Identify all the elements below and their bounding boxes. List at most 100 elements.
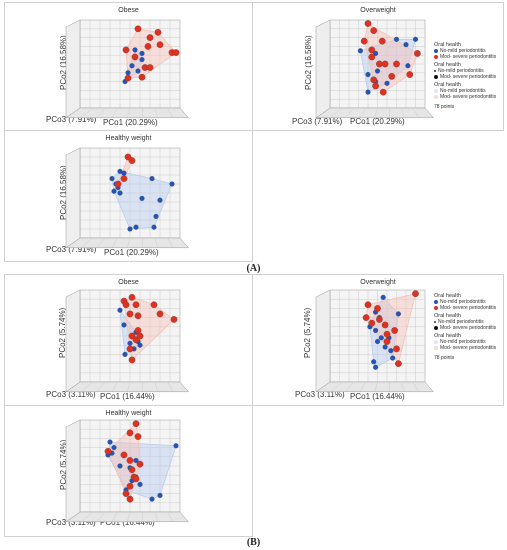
panel-title: Healthy weight [105, 135, 152, 142]
data-point-mod-severe [144, 43, 152, 50]
data-point-mod-severe [376, 60, 383, 68]
legend-label: No-mild periodontitis [440, 299, 486, 305]
side-wall [65, 419, 81, 523]
chart-4 [315, 289, 434, 393]
legend-title: Oral health [434, 82, 461, 88]
data-point-no-mild [133, 457, 139, 464]
data-point-mod-severe [374, 305, 381, 312]
data-point-no-mild [109, 176, 115, 182]
legend-item-no-mild: No-mild periodontitis [434, 68, 496, 74]
data-point-mod-severe [128, 157, 136, 164]
data-point-mod-severe [362, 314, 370, 321]
legend-label: No-mild periodontitis [440, 48, 486, 54]
data-point-mod-severe [122, 46, 130, 54]
data-point-no-mild [127, 340, 133, 346]
legend-a: Oral health No-mild periodontitis Mod- s… [434, 40, 496, 110]
data-point-mod-severe [104, 447, 112, 455]
data-point-mod-severe [114, 180, 122, 188]
data-point-mod-severe [370, 27, 378, 34]
data-point-mod-severe [393, 60, 400, 68]
gridline [330, 107, 343, 118]
chart-1 [315, 19, 434, 119]
legend-item-no-mild: No-mild periodontitis [434, 319, 496, 325]
data-point-no-mild [365, 72, 371, 78]
gridline [167, 237, 174, 248]
legend-swatch [434, 346, 438, 350]
panel-title: Overweight [360, 279, 396, 286]
legend-item-mod-severe: Mod- severe periodontitis [434, 54, 496, 60]
gridline [96, 511, 106, 522]
legend-swatch [434, 89, 438, 93]
points-count: 78 points [434, 104, 455, 110]
data-point-mod-severe [138, 73, 146, 81]
side-wall [65, 289, 81, 393]
data-point-mod-severe [395, 360, 402, 367]
data-point-mod-severe [378, 37, 386, 45]
data-point-no-mild [169, 181, 175, 187]
legend-item-mod-severe: Mod- severe periodontitis [434, 94, 496, 100]
hull-no-mild [119, 308, 141, 356]
legend-title: Oral health [434, 62, 461, 68]
data-point-no-mild [111, 188, 117, 194]
data-point-mod-severe [126, 457, 134, 464]
data-point-mod-severe [368, 46, 376, 54]
data-point-mod-severe [379, 88, 387, 96]
legend-item-mod-severe: Mod- severe periodontitis [434, 345, 496, 351]
z-axis-label: PCo3 (3.11%) [46, 518, 96, 527]
panel-title: Overweight [360, 7, 396, 14]
gridline [167, 511, 174, 522]
data-point-mod-severe [120, 175, 128, 182]
legend-item-no-mild: No-mild periodontitis [434, 88, 496, 94]
data-point-mod-severe [406, 71, 414, 78]
data-point-no-mild [378, 335, 384, 341]
gridline [81, 511, 93, 522]
gridline [167, 381, 174, 392]
data-point-no-mild [117, 463, 123, 469]
legend-b: Oral health No-mild periodontitis Mod- s… [434, 291, 496, 361]
legend-title: Oral health [434, 333, 461, 339]
data-point-no-mild [395, 311, 401, 317]
gridline [412, 381, 419, 392]
data-point-mod-severe [376, 316, 383, 323]
z-axis-label: PCo3 (3.11%) [46, 390, 96, 399]
data-point-mod-severe [124, 74, 132, 82]
legend-swatch [434, 70, 436, 72]
panel-title: Healthy weight [105, 410, 152, 417]
gridline [401, 107, 405, 118]
legend-label: Mod- severe periodontitis [440, 94, 497, 100]
data-point-mod-severe [128, 356, 136, 364]
data-point-no-mild [374, 68, 381, 74]
gridline [111, 381, 118, 392]
panel-title: Obese [118, 7, 139, 14]
gridline [359, 107, 366, 118]
data-point-no-mild [382, 344, 388, 350]
gridline [330, 381, 343, 392]
gridline [167, 107, 174, 118]
data-point-no-mild [133, 224, 139, 230]
data-point-no-mild [139, 57, 145, 63]
gridline [81, 237, 93, 248]
data-point-mod-severe [388, 72, 396, 80]
data-point-mod-severe [134, 433, 142, 440]
data-point-no-mild [393, 36, 400, 42]
gridline [154, 381, 158, 392]
data-point-mod-severe [156, 310, 164, 318]
legend-title: Oral health [434, 313, 461, 319]
gridline [127, 107, 131, 118]
data-point-mod-severe [132, 420, 140, 428]
legend-swatch [434, 75, 438, 79]
data-point-mod-severe [120, 451, 128, 459]
data-point-no-mild [412, 36, 419, 42]
data-point-no-mild [357, 48, 363, 54]
legend-label: Mod- severe periodontitis [440, 325, 497, 331]
legend-label: No-mild periodontitis [440, 339, 486, 345]
data-point-mod-severe [368, 53, 376, 61]
data-point-no-mild [151, 224, 157, 230]
legend-swatch [434, 326, 438, 330]
data-point-mod-severe [383, 338, 391, 345]
gridline [81, 381, 93, 392]
legend-swatch [434, 306, 438, 310]
legend-label: Mod- severe periodontitis [440, 305, 497, 311]
data-point-no-mild [137, 342, 143, 348]
data-point-no-mild [365, 89, 371, 95]
